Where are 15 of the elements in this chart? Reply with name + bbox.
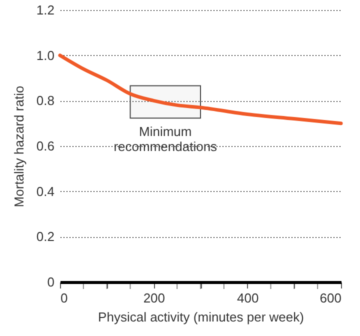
- y-axis-title: Mortality hazard ratio: [11, 86, 26, 208]
- x-tick-label: 200: [143, 290, 166, 306]
- x-tick-label: 400: [236, 290, 259, 306]
- y-tick-label: 1.2: [36, 2, 54, 18]
- x-axis-title: Physical activity (minutes per week): [98, 310, 304, 324]
- y-tick-label: 0: [47, 274, 54, 290]
- y-tick-label: 0.2: [36, 229, 54, 244]
- y-tick-label: 1.0: [36, 48, 54, 63]
- band-label: Minimum recommendations: [114, 124, 218, 154]
- x-tick-label: 600: [320, 290, 342, 306]
- y-tick-label: 0.6: [36, 138, 54, 154]
- x-tick-label: 0: [60, 290, 68, 306]
- line-series: [58, 54, 343, 126]
- y-tick-label: 0.8: [36, 93, 54, 108]
- y-tick-label: 0.4: [36, 184, 54, 199]
